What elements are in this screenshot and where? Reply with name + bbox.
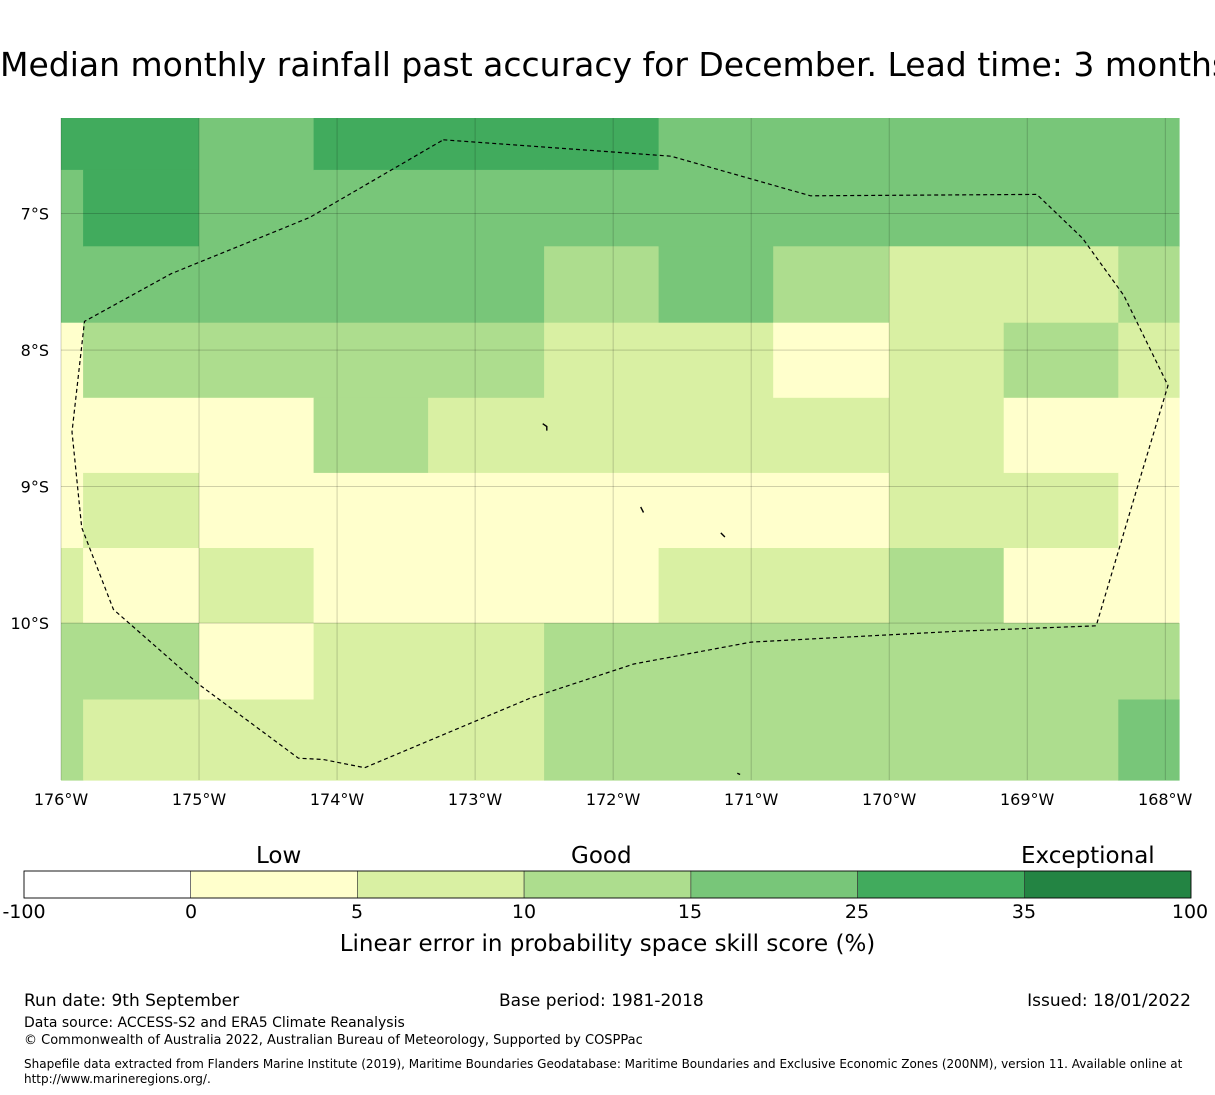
- skill-cell: [83, 699, 545, 781]
- latitude-labels: 7°S 8°S 9°S 10°S: [10, 205, 49, 633]
- skill-cell: [1003, 322, 1119, 399]
- skill-cell: [658, 548, 890, 624]
- skill-cell: [889, 548, 1005, 624]
- skill-cell: [313, 397, 429, 474]
- skill-cell: [544, 699, 1119, 781]
- skill-cell: [199, 118, 315, 324]
- skill-cell: [773, 246, 890, 324]
- skill-cell: [889, 322, 1005, 399]
- skill-cell: [544, 623, 1180, 700]
- skill-cell: [83, 548, 200, 624]
- colorbar-segment: [857, 870, 1025, 899]
- skill-cell: [428, 397, 1005, 474]
- skill-cell: [199, 472, 890, 549]
- shapefile-credit-line2: http://www.marineregions.org/.: [24, 1072, 211, 1086]
- skill-cell: [83, 246, 200, 324]
- skill-cell: [773, 322, 890, 399]
- colorbar-tick: 15: [677, 901, 703, 923]
- colorbar-tick: 100: [1171, 901, 1209, 923]
- skill-cell: [61, 169, 84, 324]
- colorbar-tick: 10: [511, 901, 537, 923]
- shapefile-credit-line1: Shapefile data extracted from Flanders M…: [24, 1057, 1183, 1071]
- island: [640, 506, 645, 513]
- colorbar-segment: [357, 870, 525, 899]
- colorbar-label: Linear error in probability space skill …: [339, 931, 876, 957]
- skill-cell: [61, 623, 200, 700]
- skill-cell: [1118, 699, 1180, 781]
- skill-cell: [658, 246, 774, 324]
- colorbar-heading-low: Low: [256, 843, 302, 869]
- skill-cell: [313, 169, 545, 324]
- island: [737, 772, 741, 776]
- colorbar-tick: 25: [844, 901, 870, 923]
- skill-cell: [658, 118, 1180, 247]
- skill-cell: [83, 397, 315, 474]
- graticule: [60, 118, 1179, 780]
- run-date: Run date: 9th September: [24, 991, 240, 1011]
- colorbar-segment: [690, 870, 858, 899]
- longitude-label: 174°W: [310, 790, 365, 809]
- issued-date: Issued: 18/01/2022: [1027, 991, 1191, 1011]
- skill-cell: [544, 246, 660, 324]
- skill-cell: [199, 548, 315, 624]
- data-source: Data source: ACCESS-S2 and ERA5 Climate …: [24, 1015, 405, 1031]
- longitude-label: 175°W: [172, 790, 227, 809]
- skill-cell: [313, 548, 660, 624]
- latitude-label: 9°S: [21, 478, 49, 497]
- skill-cell: [889, 472, 1119, 549]
- skill-cell: [1118, 472, 1180, 549]
- latitude-label: 8°S: [21, 341, 49, 360]
- skill-cell: [83, 169, 200, 247]
- skill-cell: [313, 623, 545, 700]
- colorbar-segment: [1024, 870, 1192, 899]
- longitude-label: 170°W: [862, 790, 917, 809]
- skill-cell: [544, 322, 774, 399]
- longitude-label: 171°W: [724, 790, 779, 809]
- skill-cell: [1118, 322, 1180, 399]
- longitude-label: 173°W: [448, 790, 503, 809]
- colorbar-heading-good: Good: [571, 843, 632, 869]
- colorbar-tick: 0: [184, 901, 198, 923]
- island: [720, 532, 726, 538]
- skill-grid: [61, 118, 1180, 781]
- longitude-label: 169°W: [1000, 790, 1055, 809]
- skill-cell: [544, 169, 660, 247]
- colorbar-segment: [190, 870, 358, 899]
- longitude-labels: 176°W 175°W 174°W 173°W 172°W 171°W 170°W 169°W…: [34, 790, 1193, 809]
- islands-group: [542, 423, 741, 776]
- skill-cell: [1003, 397, 1180, 474]
- island: [542, 423, 548, 431]
- latitude-label: 7°S: [21, 205, 49, 224]
- colorbar-outline: [23, 870, 1192, 899]
- skill-cell: [1118, 246, 1180, 324]
- eez-boundary-group: [71, 139, 1169, 769]
- skill-cell: [313, 118, 660, 171]
- colorbar-tick: 5: [350, 901, 364, 923]
- colorbar-tick: 35: [1011, 901, 1037, 923]
- chart-title: Median monthly rainfall past accuracy fo…: [0, 45, 1215, 84]
- colorbar-segment: [523, 870, 692, 899]
- copyright: © Commonwealth of Australia 2022, Austra…: [24, 1033, 643, 1048]
- skill-cell: [61, 322, 84, 549]
- skill-cell: [889, 246, 1119, 324]
- skill-cell: [83, 472, 200, 549]
- longitude-label: 172°W: [586, 790, 641, 809]
- eez-boundary: [71, 139, 1169, 769]
- skill-cell: [1003, 548, 1180, 624]
- colorbar: [23, 870, 1192, 899]
- skill-cell: [61, 118, 200, 171]
- skill-cell: [199, 623, 315, 700]
- colorbar-segment: [23, 870, 191, 899]
- skill-cell: [61, 548, 84, 624]
- colorbar-tick: -100: [2, 901, 46, 923]
- skill-cell: [61, 699, 84, 781]
- base-period: Base period: 1981-2018: [499, 991, 704, 1011]
- colorbar-heading-exceptional: Exceptional: [1021, 843, 1155, 869]
- longitude-label: 168°W: [1138, 790, 1193, 809]
- longitude-label: 176°W: [34, 790, 89, 809]
- skill-cell: [83, 322, 545, 399]
- latitude-label: 10°S: [10, 614, 49, 633]
